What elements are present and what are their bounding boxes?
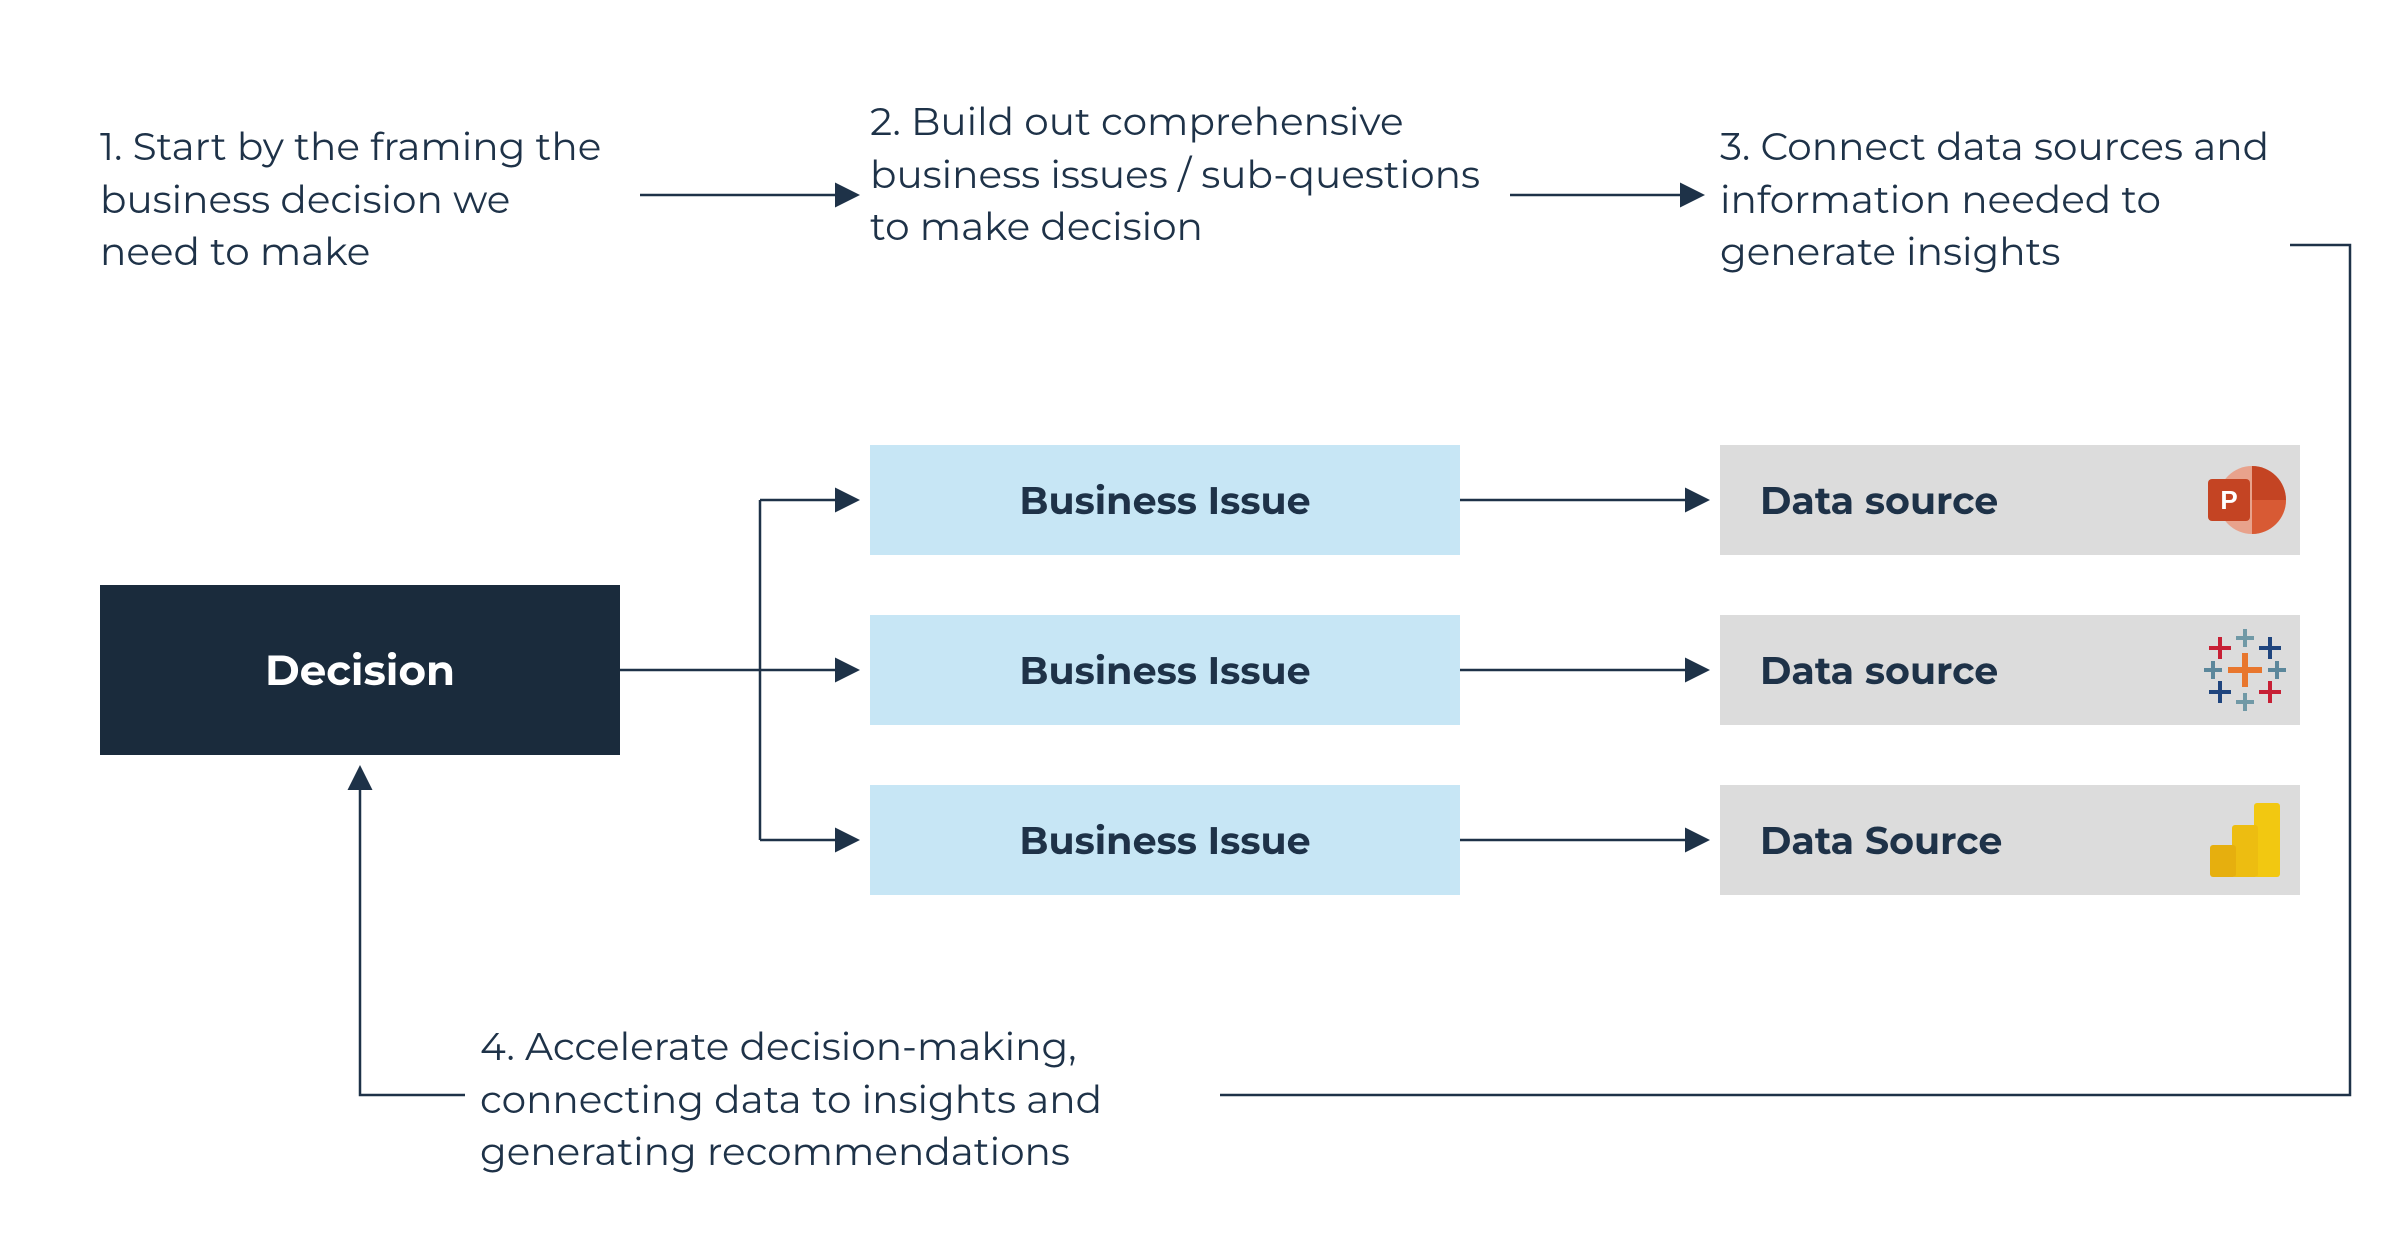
powerbi-icon	[2200, 795, 2290, 885]
business-issue-label: Business Issue	[1019, 647, 1310, 694]
decision-label: Decision	[265, 644, 455, 696]
step-2-text: 2. Build out comprehensive business issu…	[870, 95, 1490, 253]
data-source-label: Data source	[1760, 477, 1998, 524]
decision-box: Decision	[100, 585, 620, 755]
business-issue-box: Business Issue	[870, 615, 1460, 725]
data-source-label: Data source	[1760, 647, 1998, 694]
business-issue-label: Business Issue	[1019, 477, 1310, 524]
tableau-icon	[2200, 625, 2290, 715]
powerpoint-icon: P	[2200, 455, 2290, 545]
business-issue-box: Business Issue	[870, 785, 1460, 895]
step-4-text: 4. Accelerate decision-making, connectin…	[480, 1020, 1200, 1178]
business-issue-box: Business Issue	[870, 445, 1460, 555]
business-issue-label: Business Issue	[1019, 817, 1310, 864]
data-source-label: Data Source	[1760, 817, 2002, 864]
step-1-text: 1. Start by the framing the business dec…	[100, 120, 620, 278]
diagram-stage: 1. Start by the framing the business dec…	[0, 0, 2400, 1260]
svg-text:P: P	[2220, 485, 2237, 515]
step-3-text: 3. Connect data sources and information …	[1720, 120, 2280, 278]
